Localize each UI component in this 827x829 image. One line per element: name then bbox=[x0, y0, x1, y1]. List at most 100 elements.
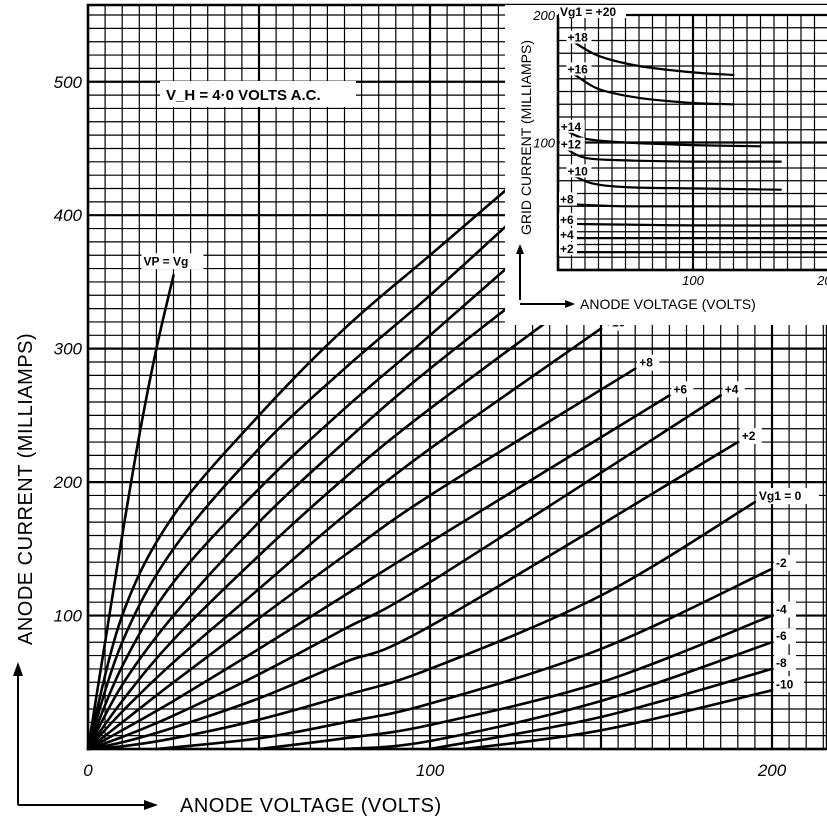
curve-label-text: VP = Vg bbox=[144, 254, 189, 268]
heater-voltage-annotation: V_H = 4·0 VOLTS A.C. bbox=[160, 81, 356, 107]
inset-label-text: +4 bbox=[560, 228, 574, 242]
inset-grid-current-chart: Vg1 = +20 +18 +16 +14 +12 +10 +8 +6+4+2 100 200 10… bbox=[505, 5, 827, 325]
curve-label-text: -6 bbox=[776, 629, 787, 643]
inset-label-bg bbox=[559, 119, 585, 133]
axis-direction-arrows bbox=[13, 662, 158, 810]
inset-label-bg bbox=[559, 5, 626, 18]
inset-label-text: +2 bbox=[560, 242, 574, 256]
inset-label-text: +10 bbox=[568, 164, 589, 178]
x-tick-label: 100 bbox=[416, 761, 445, 780]
curve-plus20 bbox=[86, 180, 517, 751]
x-tick-label: 200 bbox=[757, 761, 787, 780]
curve-label-bg bbox=[141, 253, 204, 270]
curve-minus4 bbox=[257, 614, 774, 751]
inset-x-tick-label: 200 bbox=[816, 273, 827, 288]
inset-label-bg bbox=[559, 228, 577, 242]
curve-plus14 bbox=[86, 247, 586, 751]
y-axis-title: ANODE CURRENT (MILLIAMPS) bbox=[15, 333, 37, 645]
inset-label-bg bbox=[566, 30, 592, 44]
main-tick-labels: 0 100 200 100 200 300 400 500 bbox=[53, 73, 787, 780]
y-tick-label: 400 bbox=[54, 206, 83, 225]
inset-label-bg bbox=[559, 242, 577, 256]
curve-label-text: +2 bbox=[742, 429, 756, 443]
inset-label-bg bbox=[566, 62, 592, 76]
inset-label-text: +14 bbox=[561, 120, 582, 134]
curve-label-text: +6 bbox=[673, 382, 687, 396]
curve-plus4 bbox=[86, 394, 722, 751]
inset-curve-plus18 bbox=[570, 39, 735, 76]
curve-label-bg bbox=[774, 554, 796, 571]
curve-minus10 bbox=[462, 689, 774, 751]
curve-label-Vg10: Vg1 = 0 bbox=[756, 488, 819, 505]
curve-plus16 bbox=[86, 213, 569, 751]
inset-axes bbox=[556, 15, 827, 272]
inset-label-plus16: +16 bbox=[566, 62, 592, 76]
inset-label-bg bbox=[559, 137, 585, 151]
curve-label-bg bbox=[774, 654, 796, 671]
inset-y-tick-label: 200 bbox=[532, 8, 555, 23]
curve-label-text: Vg1 = 0 bbox=[759, 489, 802, 503]
inset-label-bg bbox=[559, 192, 577, 206]
curve-label-minus4: -4 bbox=[774, 601, 796, 618]
inset-curve-plus8 bbox=[556, 201, 816, 208]
curve-plus18 bbox=[86, 200, 534, 751]
x-axis-title: ANODE VOLTAGE (VOLTS) bbox=[180, 795, 442, 817]
curve-label-VPVg: VP = Vg bbox=[141, 253, 204, 270]
x-tick-label: 0 bbox=[83, 761, 93, 780]
inset-label-plus8: +8 bbox=[559, 192, 577, 206]
curve-plus8 bbox=[86, 367, 637, 751]
inset-label-bg bbox=[559, 212, 577, 226]
inset-label-text: Vg1 = +20 bbox=[560, 5, 616, 19]
inset-label-plus6: +6 bbox=[559, 212, 577, 227]
inset-label-plus2: +2 bbox=[559, 242, 577, 256]
inset-curve-plus12 bbox=[563, 146, 782, 163]
curve-label-text: -10 bbox=[776, 677, 794, 691]
y-tick-label: 500 bbox=[54, 73, 83, 92]
inset-label-text: +18 bbox=[568, 31, 589, 45]
curve-label-bg bbox=[671, 381, 694, 398]
inset-y-axis-title: GRID CURRENT (MILLIAMPS) bbox=[518, 40, 534, 235]
curve-label-plus2: +2 bbox=[739, 428, 762, 445]
curve-Vg10 bbox=[86, 500, 757, 751]
curve-label-text: +4 bbox=[725, 382, 739, 396]
curve-label-minus6: -6 bbox=[774, 628, 796, 645]
inset-label-text: +12 bbox=[561, 138, 582, 152]
y-tick-label: 300 bbox=[54, 340, 83, 359]
curve-label-text: +8 bbox=[639, 356, 653, 370]
inset-y-arrowhead bbox=[516, 244, 524, 254]
inset-label-text: +16 bbox=[568, 62, 589, 76]
curve-plus6 bbox=[86, 394, 671, 751]
inset-curve-plus16 bbox=[570, 71, 735, 106]
curve-minus8 bbox=[428, 667, 774, 751]
curve-label-bg bbox=[756, 488, 819, 505]
inset-curve-plus10 bbox=[570, 173, 782, 191]
curve-label-plus8: +8 bbox=[637, 354, 660, 371]
curve-VPVg bbox=[86, 274, 175, 751]
inset-x-tick-label: 100 bbox=[682, 273, 704, 288]
curve-label-bg bbox=[637, 354, 660, 371]
inset-label-plus18: +18 bbox=[566, 30, 592, 45]
curve-label-text: -2 bbox=[776, 556, 787, 570]
curve-label-bg bbox=[722, 381, 745, 398]
inset-label-Vg1plus20: Vg1 = +20 bbox=[559, 5, 626, 19]
curve-label-minus2: -2 bbox=[774, 554, 796, 571]
y-tick-label: 100 bbox=[54, 607, 83, 626]
inset-y-tick-label: 100 bbox=[533, 136, 555, 151]
inset-label-bg bbox=[566, 164, 592, 178]
curve-plus10 bbox=[86, 327, 603, 751]
curve-label-text: -8 bbox=[776, 656, 787, 670]
curve-plus12 bbox=[86, 280, 603, 751]
inset-label-plus4: +4 bbox=[559, 228, 577, 242]
curve-label-plus4: +4 bbox=[722, 381, 745, 398]
inset-label-text: +6 bbox=[560, 213, 574, 227]
curve-label-minus10: -10 bbox=[774, 676, 804, 693]
inset-label-plus10: +10 bbox=[566, 164, 592, 178]
inset-curve-plus14 bbox=[563, 128, 762, 148]
curve-label-plus6: +6 bbox=[671, 381, 694, 398]
heater-voltage-text: V_H = 4·0 VOLTS A.C. bbox=[166, 87, 321, 104]
curve-plus2 bbox=[86, 440, 740, 751]
curve-minus2 bbox=[155, 567, 774, 751]
curve-label-bg bbox=[774, 601, 796, 618]
curve-label-text: -4 bbox=[776, 603, 787, 617]
